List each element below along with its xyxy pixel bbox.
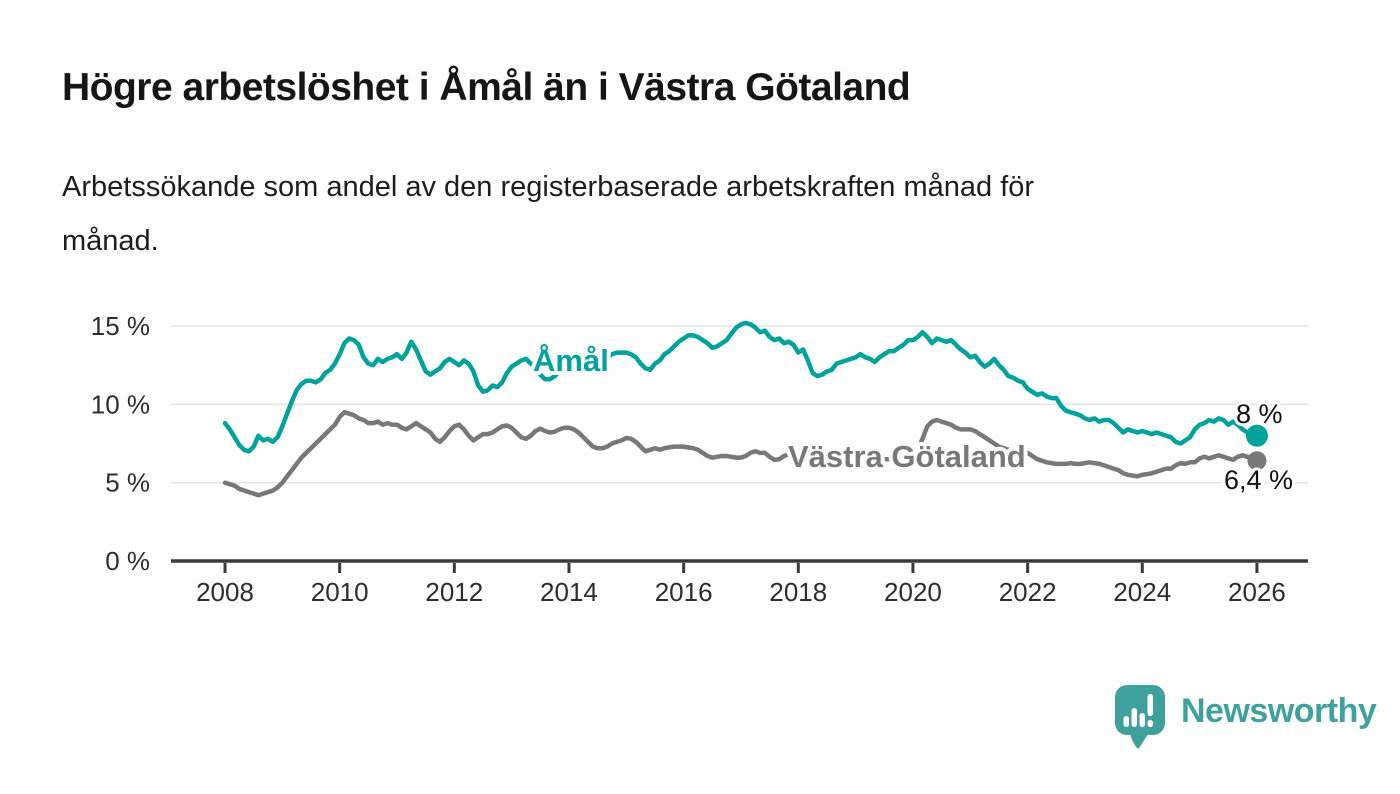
x-tick-label: 2010	[311, 577, 369, 607]
x-tick-label: 2024	[1113, 577, 1171, 607]
logo-exclamation-dot	[1147, 720, 1153, 727]
x-tick-label: 2014	[540, 577, 598, 607]
brand-footer: Newsworthy	[1114, 684, 1377, 750]
series-line-vastra-gotaland	[222, 409, 1260, 498]
brand-name: Newsworthy	[1181, 692, 1377, 730]
series-line-amal	[222, 320, 1260, 454]
logo-bar-2	[1131, 708, 1137, 727]
y-tick-label: 10 %	[91, 389, 150, 419]
series-label-amal: Åmål	[533, 343, 609, 378]
x-tick-label: 2008	[196, 577, 254, 607]
series-end-dot-amal	[1245, 424, 1268, 447]
series-end-dot-vastra-gotaland	[1247, 451, 1267, 471]
newsworthy-logo-icon	[1115, 685, 1165, 749]
logo-exclamation-bar	[1147, 694, 1153, 716]
logo-bar-1	[1123, 716, 1129, 727]
page-title: Högre arbetslöshet i Åmål än i Västra Gö…	[62, 66, 911, 109]
logo-bar-3	[1139, 713, 1145, 727]
y-tick-label: 5 %	[105, 468, 150, 498]
x-tick-label: 2026	[1228, 577, 1286, 607]
x-tick-label: 2012	[425, 577, 483, 607]
x-tick-label: 2022	[999, 577, 1057, 607]
y-tick-label: 0 %	[105, 546, 150, 576]
chart-subtitle: Arbetssökande som andel av den registerb…	[62, 171, 1035, 257]
end-value-label-amal: 8 %	[1236, 399, 1283, 429]
end-value-label-vastra-gotaland: 6,4 %	[1224, 465, 1293, 495]
x-tick-label: 2018	[769, 577, 827, 607]
y-tick-label: 15 %	[91, 311, 150, 341]
x-tick-label: 2020	[884, 577, 942, 607]
data-series	[222, 320, 1268, 498]
x-tick-label: 2016	[655, 577, 713, 607]
series-label-vastra-gotaland: Västra Götaland	[788, 439, 1026, 474]
x-axis: 2008 2010 2012 2014 2016 2018 2020 2022 2024 2026	[171, 559, 1308, 607]
